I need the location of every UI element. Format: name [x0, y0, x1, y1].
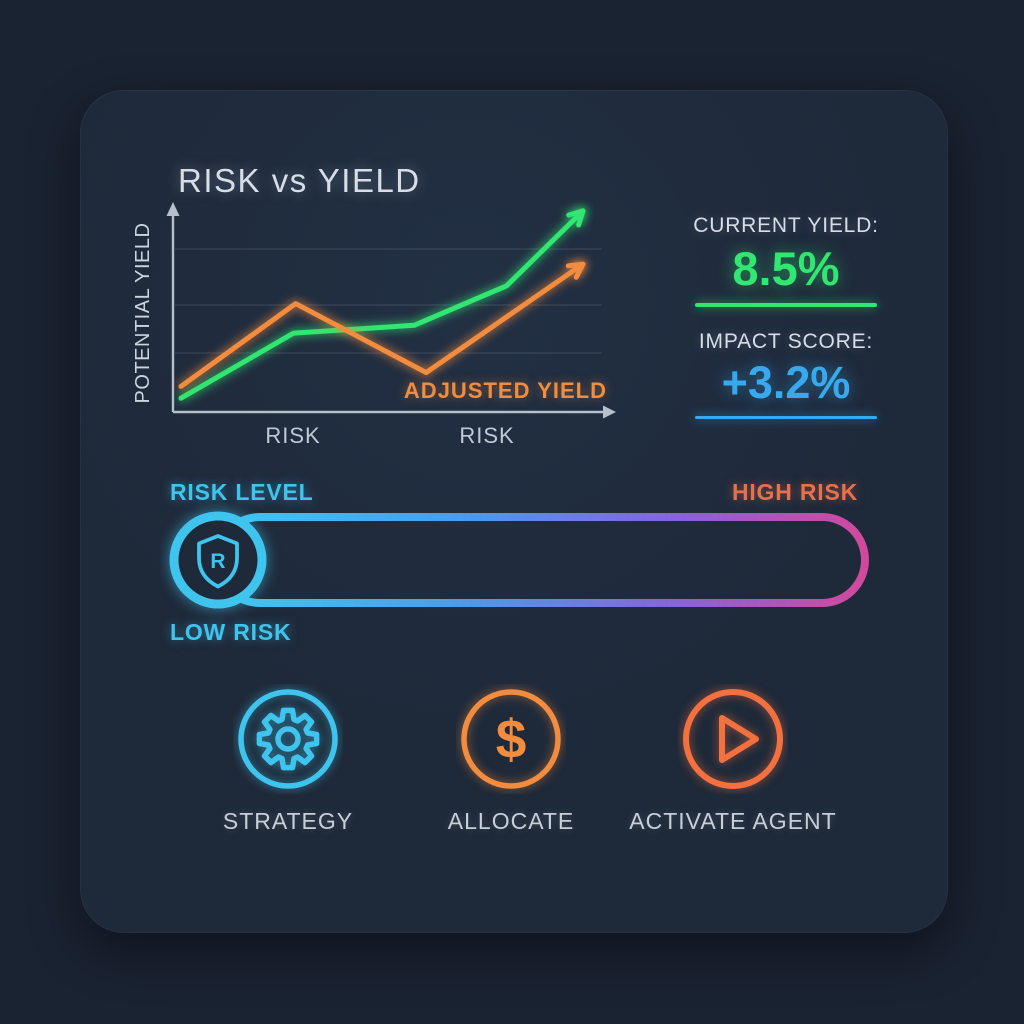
x-axis-label-left: RISK: [265, 423, 320, 448]
chart-gridlines: [175, 248, 602, 354]
chart-series: [178, 208, 586, 401]
activate-agent-button[interactable]: ACTIVATE AGENT: [623, 684, 843, 835]
strategy-button[interactable]: STRATEGY: [178, 684, 398, 835]
adjusted-yield-annotation: ADJUSTED YIELD: [404, 378, 607, 403]
chart-title: RISK vs YIELD: [178, 162, 421, 199]
high-risk-label: HIGH RISK: [731, 479, 858, 505]
risk-level-label: RISK LEVEL: [170, 479, 314, 505]
metrics-panel: CURRENT YIELD: 8.5% IMPACT SCORE: +3.2%: [680, 214, 892, 419]
risk-yield-chart: POTENTIAL YIELD RISK RISK ADJUSTED YIELD: [132, 202, 616, 448]
dollar-icon: $: [461, 689, 561, 789]
potential-yield-line: [178, 208, 586, 401]
potential-yield-line-arrow: [566, 208, 586, 228]
adjusted-yield-line: [178, 261, 586, 389]
risk-slider-thumb[interactable]: R: [169, 511, 267, 609]
impact-score-underline: [695, 415, 877, 419]
impact-score-label: IMPACT SCORE:: [698, 329, 874, 353]
allocate-label: ALLOCATE: [447, 808, 575, 834]
strategy-label: STRATEGY: [222, 808, 354, 834]
low-risk-label: LOW RISK: [170, 619, 292, 645]
thumb-letter: R: [210, 550, 225, 573]
shield-icon: R: [197, 534, 239, 589]
y-axis-label: POTENTIAL YIELD: [132, 223, 154, 404]
allocate-button[interactable]: $ ALLOCATE: [401, 684, 621, 835]
gear-icon: [238, 689, 338, 789]
current-yield-underline: [695, 303, 877, 307]
current-yield-label: CURRENT YIELD:: [693, 214, 879, 237]
dashboard-panel: RISK vs YIELD POTENTIAL YIELD RISK RISK …: [80, 90, 948, 933]
x-axis-label-right: RISK: [459, 423, 514, 448]
adjusted-yield-line-arrow: [565, 261, 586, 280]
risk-slider: R: [169, 511, 869, 609]
current-yield-value: 8.5%: [732, 242, 840, 295]
activate-agent-label: ACTIVATE AGENT: [629, 808, 837, 834]
play-icon: [683, 689, 783, 789]
chart-axes: [166, 202, 616, 419]
dollar-glyph: $: [496, 708, 527, 770]
impact-score-value: +3.2%: [721, 356, 851, 408]
risk-slider-track[interactable]: [213, 513, 869, 607]
